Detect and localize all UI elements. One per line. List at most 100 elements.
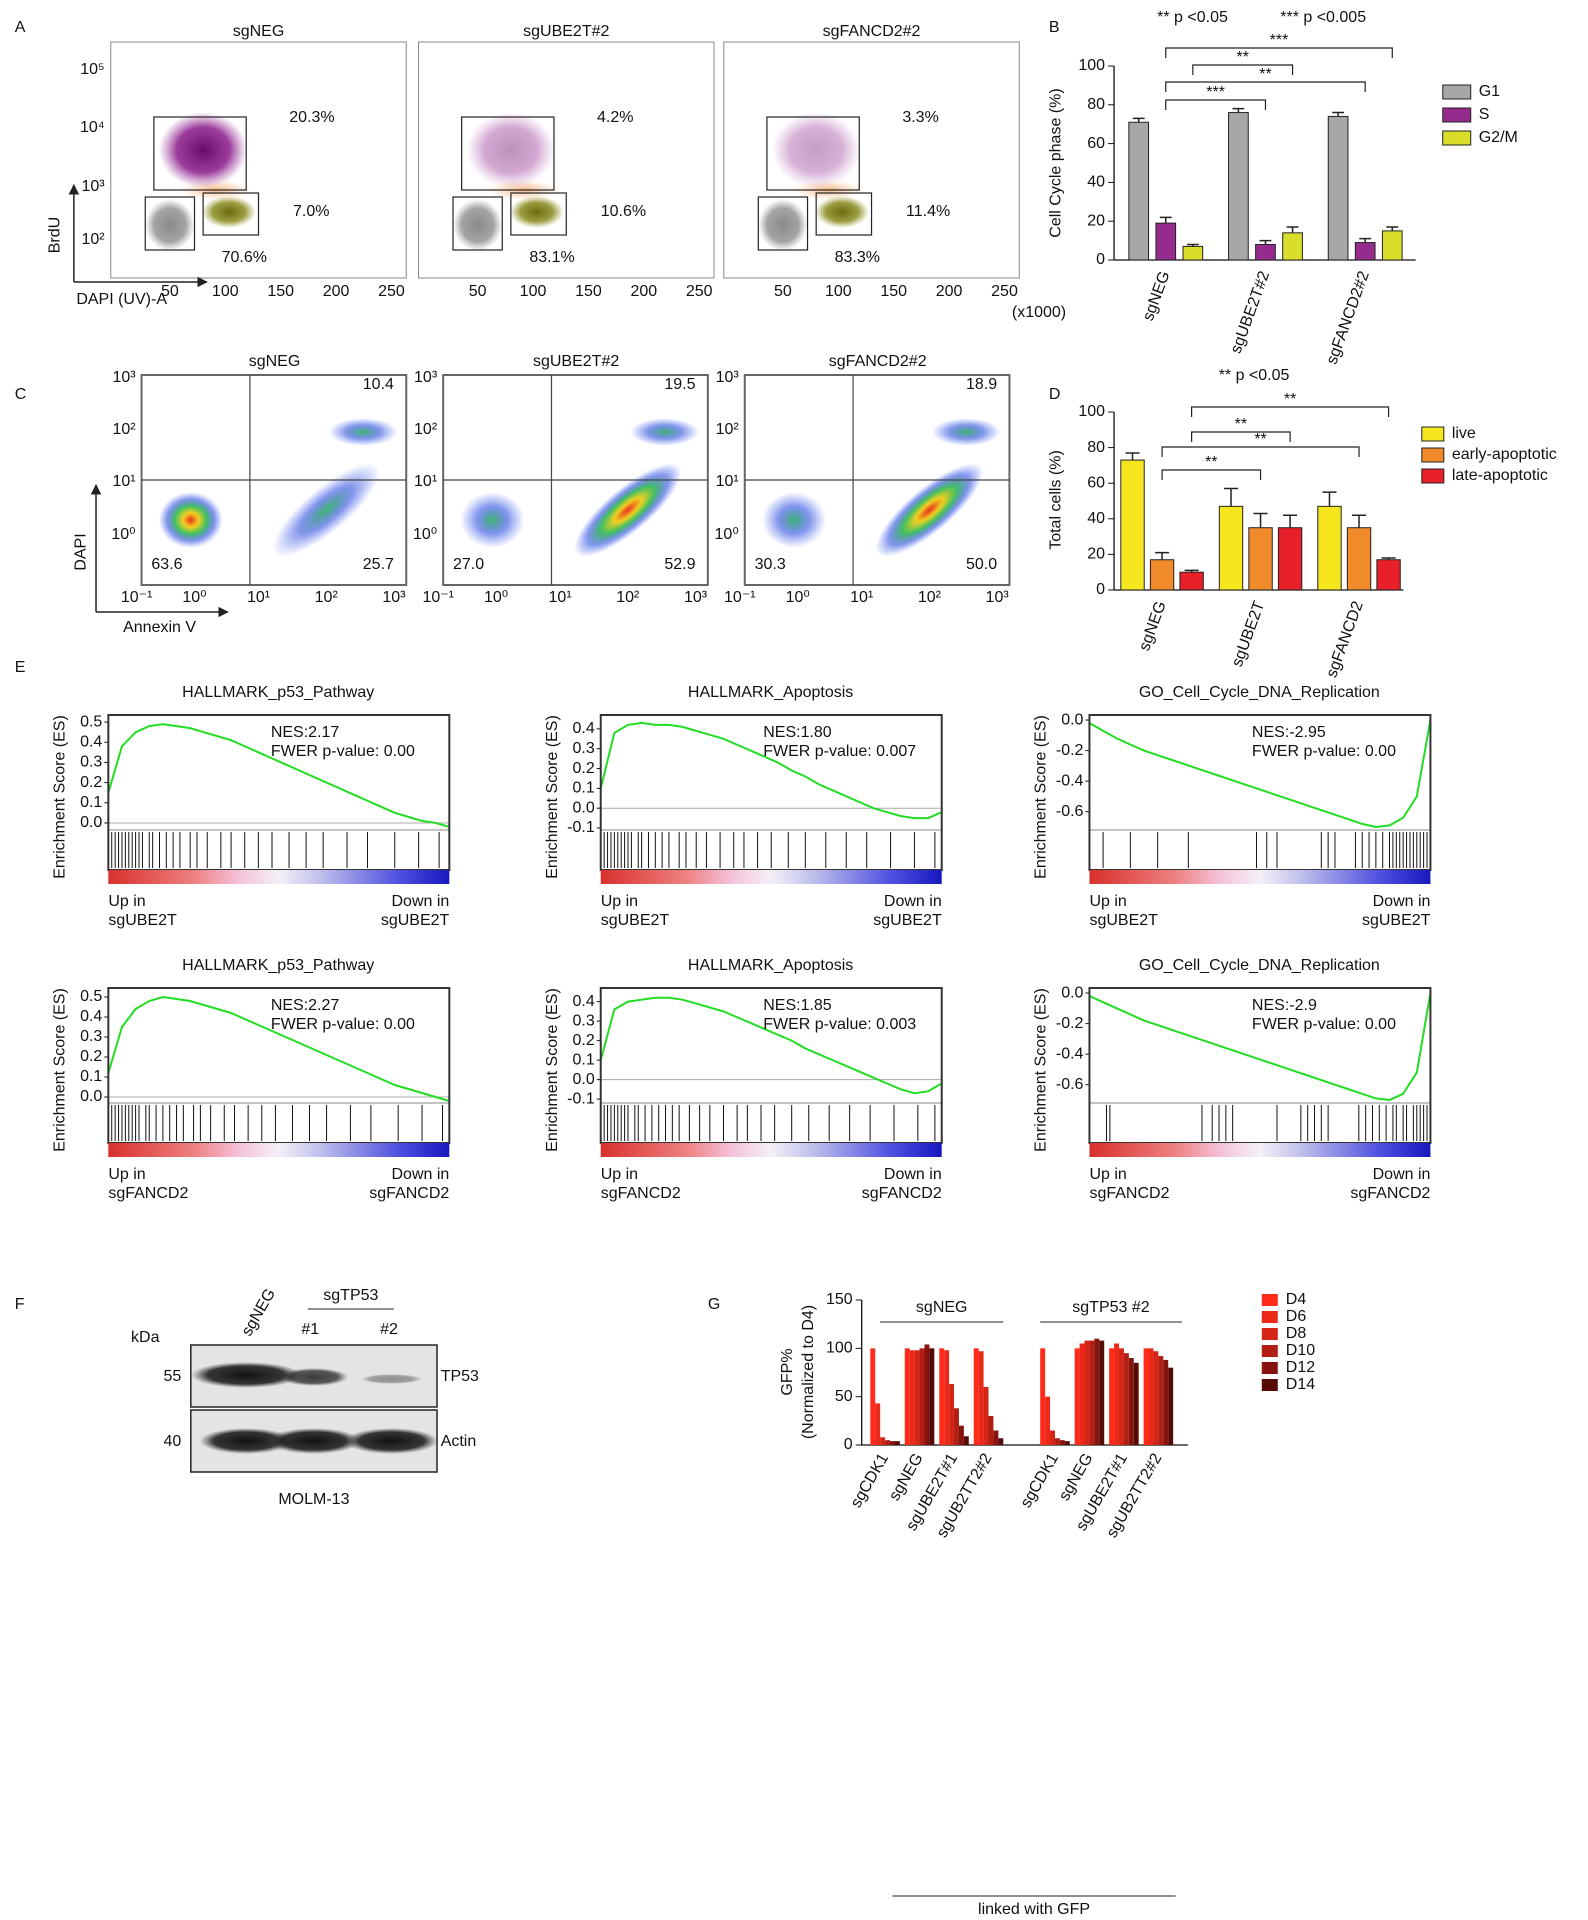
- note: ** p <0.05: [1157, 9, 1228, 26]
- y-axis-label: Cell Cycle phase (%): [1047, 88, 1064, 237]
- bar: [924, 1344, 930, 1445]
- significance-label: ***: [1270, 32, 1289, 49]
- rank-label: sgUBE2T: [108, 912, 177, 929]
- gate: [452, 196, 503, 251]
- annotation: NES:1.85: [763, 997, 832, 1014]
- rank-gradient: [1089, 870, 1431, 884]
- y-tick-label: 0: [844, 1436, 853, 1453]
- es-curve: [107, 723, 450, 828]
- annotation: NES:-2.95: [1252, 724, 1326, 741]
- bar: [1381, 230, 1403, 261]
- panel-title: sgNEG: [233, 23, 285, 40]
- rank-label: Up in: [1089, 893, 1126, 910]
- gate: [766, 116, 860, 191]
- plot-frame: [418, 41, 715, 279]
- y-tick-label: 0.0: [572, 1071, 594, 1088]
- annotation: FWER p-value: 0.007: [763, 743, 916, 760]
- y-tick-label: 0.3: [80, 754, 102, 771]
- rank-gradient: [600, 870, 942, 884]
- significance-bracket: [1191, 431, 1291, 442]
- error-bar: [1322, 491, 1337, 507]
- legend-swatch: [1442, 107, 1472, 123]
- bar: [1059, 1440, 1065, 1445]
- y-tick-label: 60: [1087, 474, 1105, 491]
- y-axis-label: Enrichment Score (ES): [52, 988, 69, 1152]
- lane-label: #1: [301, 1321, 319, 1338]
- error-bar: [1359, 237, 1372, 243]
- significance-label: **: [1284, 391, 1296, 408]
- cell-cloud: [328, 418, 398, 446]
- x-tick-label: 10¹: [247, 589, 270, 606]
- panel-title: sgUBE2T#2: [533, 353, 619, 370]
- y-tick-label: 0.5: [80, 988, 102, 1005]
- significance-label: **: [1205, 454, 1217, 471]
- unit-label: kDa: [131, 1329, 160, 1346]
- rank-label: Down in: [1373, 1166, 1431, 1183]
- bar: [1118, 1348, 1124, 1445]
- error-bar: [1125, 452, 1140, 461]
- y-axis-label: Total cells (%): [1047, 450, 1064, 550]
- panel-title: sgNEG: [249, 353, 301, 370]
- panel-label: B: [1049, 19, 1060, 36]
- quadrant-percent: 30.3: [755, 556, 786, 573]
- x-tick-label: 10⁰: [484, 589, 508, 606]
- panel-label: D: [1049, 386, 1061, 403]
- cell-cloud: [630, 418, 700, 446]
- bar: [1282, 232, 1303, 261]
- bar: [885, 1440, 891, 1445]
- significance-bracket: [1191, 406, 1390, 417]
- cell-cloud: [875, 463, 984, 557]
- panel-title: sgFANCD2#2: [823, 23, 921, 40]
- rank-gradient: [1089, 1143, 1431, 1157]
- bar: [1376, 559, 1401, 591]
- y-tick-label: 10¹: [414, 473, 437, 490]
- x-tick-label: 200: [630, 283, 657, 300]
- y-tick-label: 10⁰: [715, 526, 739, 543]
- y-tick-label: 40: [1087, 174, 1105, 191]
- group-label: sgNEG: [916, 1299, 968, 1316]
- cell-cloud: [158, 492, 223, 548]
- gate-percent: 7.0%: [293, 203, 329, 220]
- bar: [963, 1436, 969, 1445]
- y-tick-label: -0.6: [1056, 803, 1084, 820]
- es-curve: [1089, 992, 1432, 1101]
- chart-title: HALLMARK_Apoptosis: [688, 957, 853, 974]
- x-tick-label: 250: [686, 283, 713, 300]
- y-tick-label: 60: [1087, 135, 1105, 152]
- quadrant-percent: 19.5: [664, 376, 695, 393]
- legend-swatch: [1261, 1345, 1278, 1357]
- protein-label: TP53: [441, 1368, 479, 1385]
- bar: [949, 1384, 955, 1445]
- es-curve: [1088, 719, 1432, 828]
- x-tick-label: 10¹: [850, 589, 873, 606]
- y-tick-label: 0.0: [1061, 984, 1083, 1001]
- plot-frame: [110, 41, 407, 279]
- error-bar: [1381, 557, 1396, 560]
- error-bar: [1159, 216, 1172, 224]
- y-tick-label: 10³: [414, 369, 438, 386]
- protein-band: [279, 1368, 349, 1386]
- bar: [988, 1416, 994, 1445]
- cell-cloud: [453, 199, 503, 251]
- y-tick-label: 0.3: [572, 740, 594, 757]
- bar: [1153, 1351, 1159, 1445]
- bar: [1120, 459, 1145, 591]
- y-tick-label: 0.1: [80, 794, 102, 811]
- cell-cloud: [761, 492, 827, 548]
- y-tick-label: 0.1: [80, 1068, 102, 1085]
- significance-bracket: [1192, 64, 1294, 75]
- legend-swatch: [1261, 1328, 1278, 1340]
- legend-swatch: [1421, 468, 1445, 484]
- panel-title: sgUBE2T#2: [523, 23, 609, 40]
- bar: [1354, 242, 1376, 261]
- bar: [1182, 245, 1204, 261]
- y-tick-label: 20: [1087, 546, 1105, 563]
- gate-percent: 3.3%: [902, 109, 938, 126]
- rank-gradient: [108, 1143, 450, 1157]
- x-tick-label: 10²: [616, 589, 640, 606]
- error-bar: [1386, 226, 1399, 231]
- y-tick-label: 0.2: [572, 760, 594, 777]
- x-tick-label: 10³: [382, 589, 406, 606]
- x-tick-label: 200: [323, 283, 350, 300]
- annotation: NES:2.17: [271, 724, 340, 741]
